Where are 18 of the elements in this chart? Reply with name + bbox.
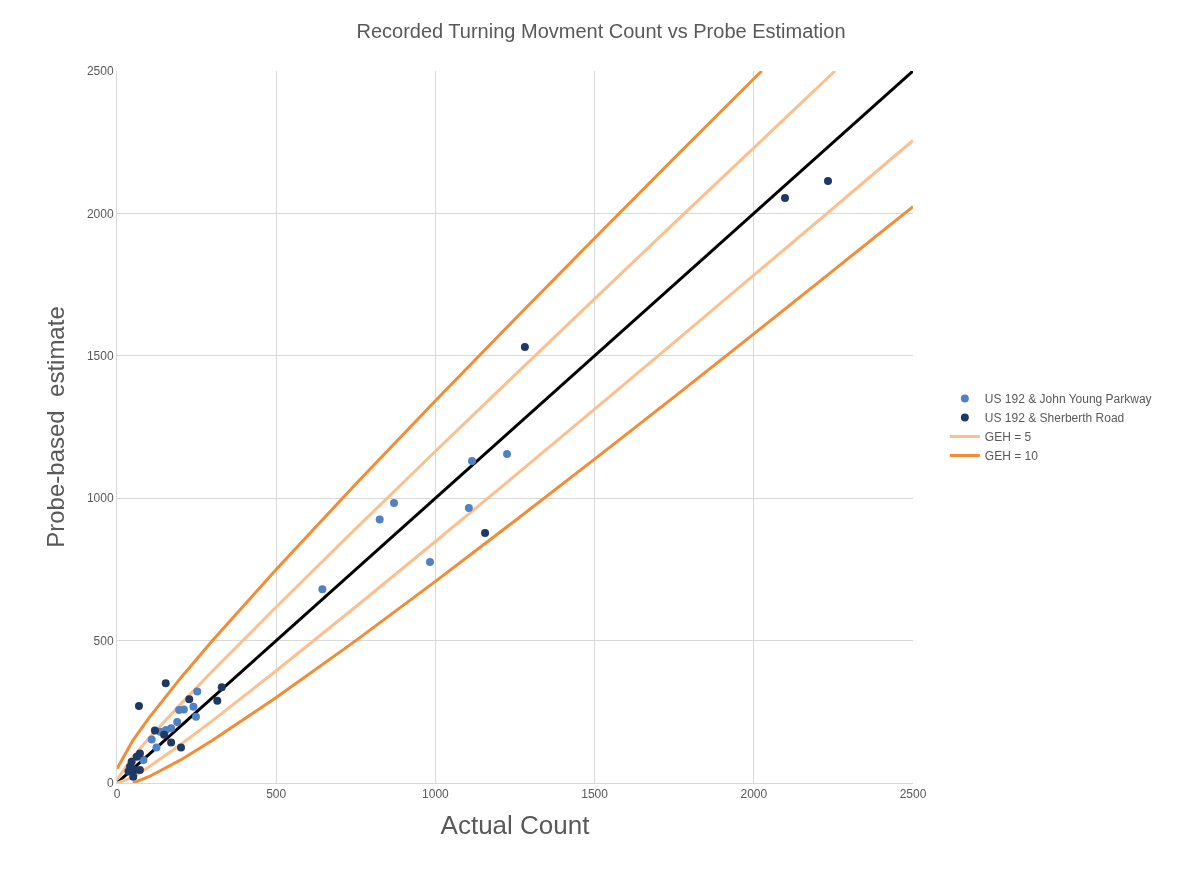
y-tick-label: 2000 <box>86 206 114 221</box>
y-tick-label: 2500 <box>86 64 114 79</box>
x-tick-label: 2500 <box>899 787 927 802</box>
legend-label: GEH = 10 <box>984 449 1039 464</box>
legend-label: US 192 & Sherberth Road <box>984 411 1125 426</box>
legend-label: GEH = 5 <box>984 430 1032 445</box>
y-tick-label: 500 <box>93 633 114 648</box>
legend-label: US 192 & John Young Parkway <box>984 392 1152 407</box>
x-tick-label: 500 <box>266 787 287 802</box>
chart-title: Recorded Turning Movment Count vs Probe Estimation <box>356 19 846 42</box>
y-tick-label: 0 <box>106 776 114 791</box>
x-tick-label: 1500 <box>581 787 609 802</box>
y-axis-title: Probe-based estimate <box>42 306 69 548</box>
y-tick-label: 1000 <box>86 491 114 506</box>
y-tick-label: 1500 <box>86 349 114 363</box>
x-axis-title: Actual Count <box>440 810 591 841</box>
x-tick-label: 2000 <box>740 787 768 802</box>
x-tick-label: 1000 <box>422 787 450 802</box>
